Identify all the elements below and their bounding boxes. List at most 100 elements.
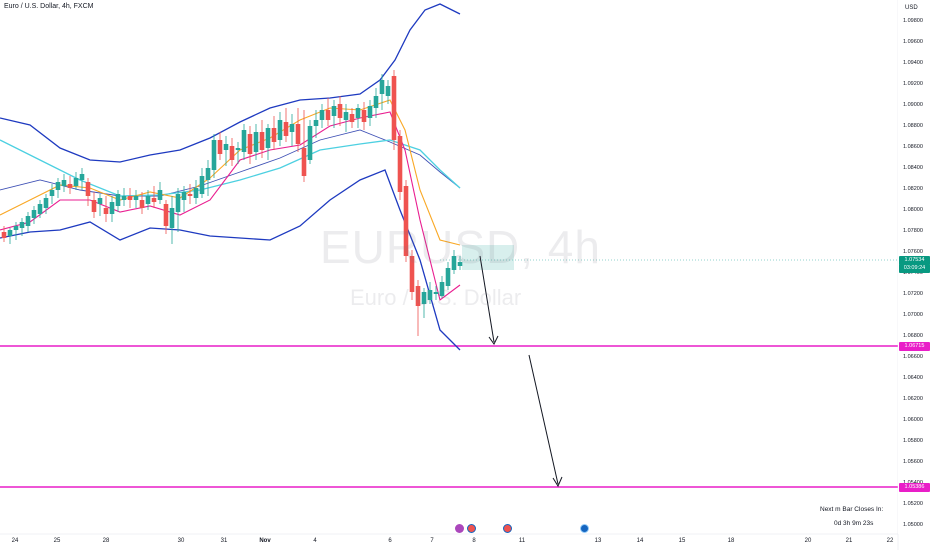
price-tick: 1.06200 [903,396,923,402]
price-tick: 1.06800 [903,333,923,339]
candle-body [433,292,439,294]
candle-body [271,128,277,142]
candle-body [409,256,415,292]
candle-body [427,290,433,300]
watermark-symbol: EURUSD, 4h [320,221,601,273]
candle-body [403,186,409,256]
next-bar-countdown: 0d 3h 9m 23s [834,520,874,527]
candlestick-series[interactable] [1,70,463,336]
symbol-title[interactable]: Euro / U.S. Dollar, 4h, FXCM [4,3,94,10]
candle-body [265,128,271,148]
candle-body [139,200,145,208]
candle-body [457,262,463,266]
price-tick: 1.08200 [903,186,923,192]
time-label: 24 [11,538,19,544]
flash-icon[interactable] [455,524,464,533]
candle-body [31,210,37,218]
candle-body [343,112,349,120]
candle-body [193,188,199,198]
watermark-description: Euro / U.S. Dollar [350,285,522,310]
time-label: 7 [430,538,434,544]
us-flag-icon[interactable] [503,524,512,533]
arrowhead-2 [552,476,563,488]
candle-body [313,120,319,126]
candle-body [331,106,337,116]
price-tick: 1.07600 [903,249,923,255]
price-tick: 1.09400 [903,60,923,66]
candle-body [67,184,73,188]
price-tick: 1.05000 [903,522,923,528]
candle-body [97,198,103,204]
price-tick: 1.07800 [903,228,923,234]
us-flag-icon[interactable] [467,524,476,533]
time-label: 21 [845,538,853,544]
candle-body [421,292,427,304]
bollinger-upper [0,3,461,163]
candle-body [253,132,259,152]
candle-body [355,108,361,118]
candle-body [439,282,445,296]
candle-body [157,190,163,200]
line-price-tag-1: 1.06715 [899,342,930,351]
candle-body [49,190,55,196]
candle-body [79,174,85,180]
globe-icon[interactable] [580,524,589,533]
candle-body [367,106,373,118]
price-tick: 1.05600 [903,459,923,465]
candle-body [1,232,7,238]
candle-body [175,194,181,212]
currency-label[interactable]: USD [905,5,918,11]
time-label: 8 [472,538,476,544]
candle-body [295,124,301,144]
candle-body [235,148,241,150]
candle-body [121,196,127,200]
candle-body [289,124,295,132]
candle-body [337,104,343,118]
candle-body [145,196,151,204]
candle-body [391,76,397,140]
price-tick: 1.09200 [903,81,923,87]
candle-body [169,208,175,228]
price-highlight-box[interactable] [462,245,514,270]
candle-body [301,148,307,176]
candle-body [91,200,97,212]
price-tick: 1.09800 [903,18,923,24]
time-label: 25 [53,538,61,544]
candle-body [73,178,79,186]
candle-body [103,208,109,214]
candle-body [379,80,385,94]
candle-body [397,136,403,192]
price-tick: 1.09000 [903,102,923,108]
arrow-line-2 [528,354,559,485]
candle-body [211,140,217,170]
candle-body [361,110,367,122]
current-price-tag: 1.07534 [899,256,930,265]
time-label: 31 [220,538,228,544]
candle-body [373,96,379,108]
candle-body [13,226,19,230]
time-label: 13 [594,538,602,544]
candle-body [187,194,193,196]
price-tick: 1.08800 [903,123,923,129]
arrow-line-1 [479,255,495,343]
time-label: 15 [678,538,686,544]
candle-body [217,140,223,154]
time-label: 30 [177,538,185,544]
price-tick: 1.05200 [903,501,923,507]
price-tick: 1.08000 [903,207,923,213]
candle-body [163,204,169,226]
time-label: 14 [636,538,644,544]
projection-arrows[interactable] [479,255,563,488]
candle-body [319,110,325,120]
time-label: 6 [388,538,392,544]
price-tick: 1.08600 [903,144,923,150]
price-tick: 1.07400 [903,270,923,276]
price-tick: 1.08400 [903,165,923,171]
bar-countdown-tag: 03:09:24 [899,264,930,273]
candle-body [61,180,67,186]
candle-body [205,168,211,180]
next-bar-label: Next m Bar Closes In: [820,506,884,513]
candle-body [151,198,157,202]
candle-body [349,114,355,122]
